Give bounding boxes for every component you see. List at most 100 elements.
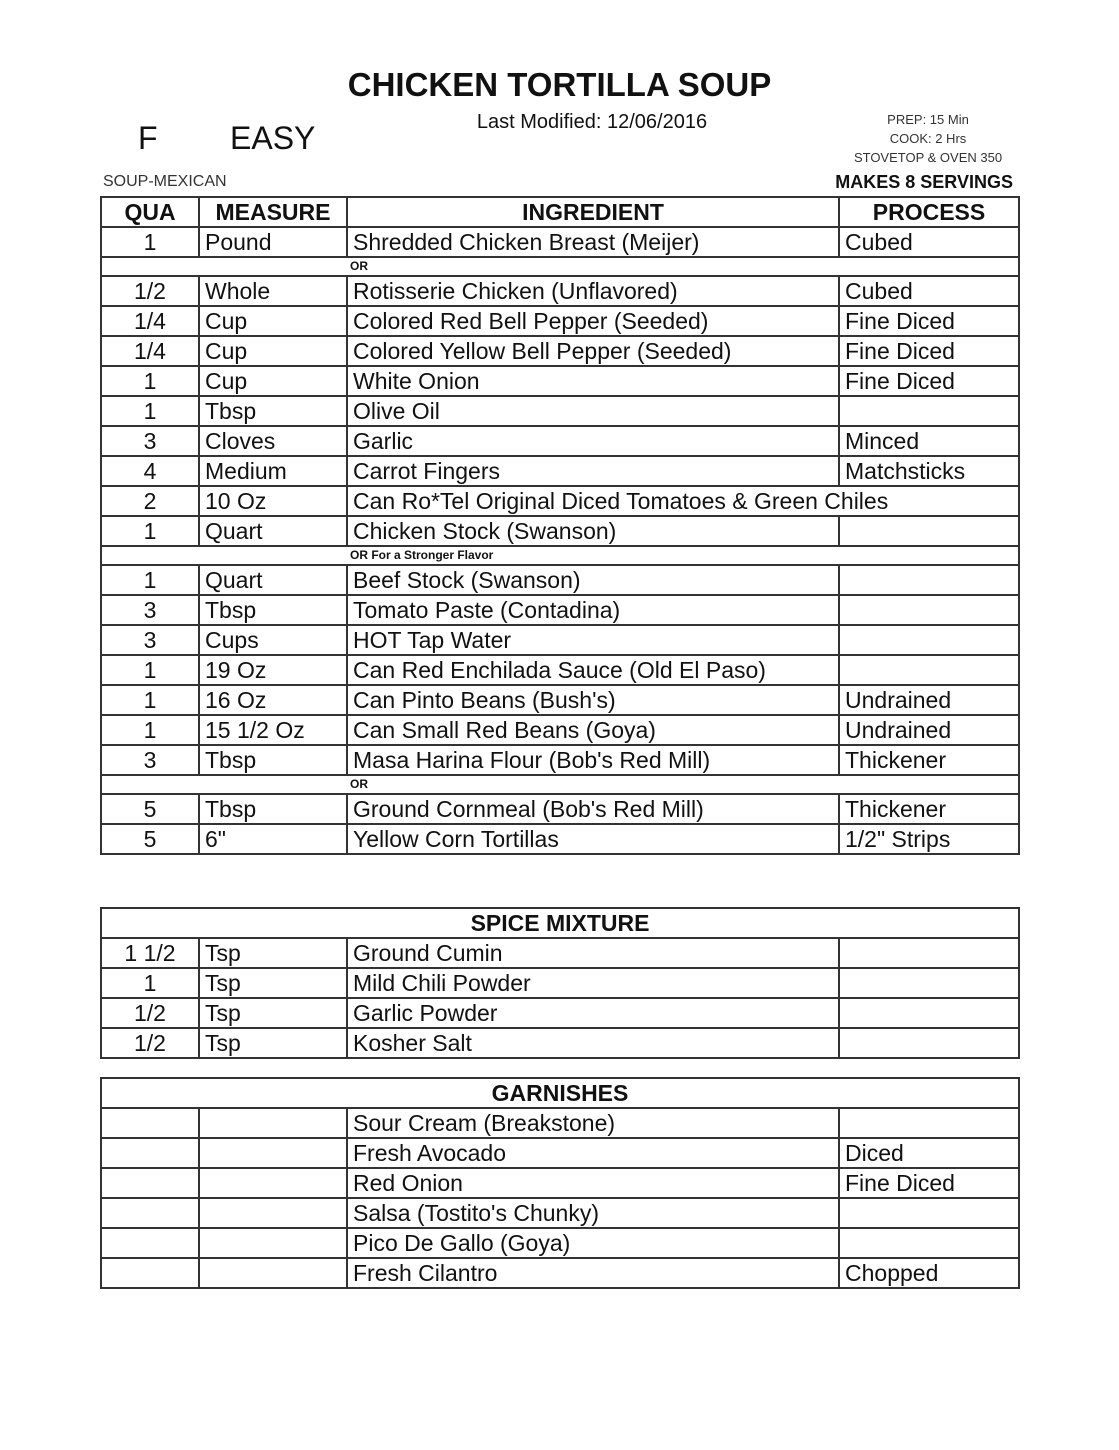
ingredient-cell: Kosher Salt [346, 1027, 840, 1059]
difficulty: EASY [230, 120, 316, 156]
qua-cell: 1 [100, 564, 200, 596]
ingredient-row: Sour Cream (Breakstone) [100, 1107, 1020, 1139]
process-cell: Minced [838, 425, 1020, 457]
qua-cell: 5 [100, 793, 200, 825]
process-cell: Thickener [838, 744, 1020, 776]
column-header: PROCESS [838, 196, 1020, 228]
qua-cell [100, 1107, 200, 1139]
measure-cell [198, 1227, 348, 1259]
process-cell [837, 937, 1021, 969]
qua-cell: 1 [100, 684, 200, 716]
qua-cell: 1 [100, 226, 200, 258]
cook-time: COOK: 2 Hrs [889, 131, 967, 146]
qua-cell: 1 1/2 [100, 937, 200, 969]
process-cell: Fine Diced [838, 305, 1020, 337]
column-header: INGREDIENT [346, 196, 840, 228]
ingredient-row: 1 Cup White Onion Fine Diced [100, 365, 1020, 397]
qua-cell [100, 1257, 200, 1289]
qua-cell: 1 [100, 654, 200, 686]
qua-cell: 1/2 [100, 1027, 200, 1059]
header-row: QUA MEASURE INGREDIENT PROCESS [100, 196, 1020, 228]
ingredient-row: 1 Quart Beef Stock (Swanson) [100, 564, 1020, 596]
process-cell: Fine Diced [838, 1167, 1020, 1199]
measure-cell: Tbsp [198, 594, 348, 626]
measure-cell: Tbsp [198, 395, 348, 427]
ingredient-cell: Chicken Stock (Swanson) [346, 515, 840, 547]
process-cell [837, 967, 1021, 999]
ingredient-cell: Ground Cornmeal (Bob's Red Mill) [346, 793, 840, 825]
ingredient-row: 1 15 1/2 Oz Can Small Red Beans (Goya) Undr… [100, 714, 1020, 746]
ingredient-row: 1 Pound Shredded Chicken Breast (Meijer) Cu… [100, 226, 1020, 258]
ingredient-cell: Red Onion [346, 1167, 840, 1199]
qua-cell: 1/4 [100, 335, 200, 367]
measure-cell: Tsp [198, 967, 348, 999]
qua-cell: 4 [100, 455, 200, 487]
ingredient-row: 1 1/2 Tsp Ground Cumin [100, 937, 1021, 969]
qua-cell: 1 [100, 714, 200, 746]
ingredient-cell: Can Pinto Beans (Bush's) [346, 684, 840, 716]
process-cell [838, 564, 1020, 596]
ingredient-row: Red Onion Fine Diced [100, 1167, 1020, 1199]
method: STOVETOP & OVEN 350 [853, 150, 1003, 165]
qua-cell: 1 [100, 967, 200, 999]
measure-cell [198, 1137, 348, 1169]
code: F [138, 120, 158, 156]
qua-cell: 3 [100, 744, 200, 776]
ingredient-cell: Can Red Enchilada Sauce (Old El Paso) [346, 654, 840, 686]
spice-table: SPICE MIXTURE 1 1/2 Tsp Ground Cumin 1 Tsp Mil… [99, 907, 1021, 1059]
process-cell [838, 1227, 1020, 1259]
measure-cell: Cup [198, 335, 348, 367]
ingredient-cell: Garlic [346, 425, 840, 457]
ingredient-row: 1 Tsp Mild Chili Powder [100, 967, 1021, 999]
qua-cell: 1/2 [100, 997, 200, 1029]
measure-cell: 10 Oz [198, 485, 348, 517]
measure-cell [198, 1167, 348, 1199]
garnish-table: GARNISHES Sour Cream (Breakstone) Fresh Av… [100, 1077, 1020, 1289]
process-cell [838, 624, 1020, 656]
note-row: OR [100, 774, 1020, 795]
process-cell [838, 395, 1020, 427]
measure-cell: Tsp [198, 1027, 348, 1059]
note: OR [100, 774, 1020, 795]
prep-time: PREP: 15 Min [887, 112, 969, 127]
category: SOUP-MEXICAN [103, 173, 227, 190]
note-row: OR For a Stronger Flavor [100, 545, 1020, 566]
column-header: QUA [100, 196, 200, 228]
qua-cell: 3 [100, 624, 200, 656]
process-cell [838, 1197, 1020, 1229]
qua-cell: 1 [100, 365, 200, 397]
ingredient-cell: Fresh Avocado [346, 1137, 840, 1169]
process-cell [838, 654, 1020, 686]
note-row: OR [100, 256, 1020, 277]
ingredient-row: 5 Tbsp Ground Cornmeal (Bob's Red Mill) Thi… [100, 793, 1020, 825]
process-cell [838, 1107, 1020, 1139]
process-cell [837, 1027, 1021, 1059]
ingredient-cell: Salsa (Tostito's Chunky) [346, 1197, 840, 1229]
ingredient-table: QUA MEASURE INGREDIENT PROCESS 1 Pound Shredde… [100, 196, 1020, 855]
ingredient-row: 1/2 Tsp Kosher Salt [100, 1027, 1021, 1059]
qua-cell: 1 [100, 515, 200, 547]
ingredient-row: 1/4 Cup Colored Red Bell Pepper (Seeded) Fi… [100, 305, 1020, 337]
measure-cell [198, 1197, 348, 1229]
ingredient-row: 4 Medium Carrot Fingers Matchsticks [100, 455, 1020, 487]
qua-cell: 1/2 [100, 275, 200, 307]
measure-cell: Tsp [198, 937, 348, 969]
section-row: GARNISHES [100, 1077, 1020, 1109]
process-cell: 1/2" Strips [838, 823, 1020, 855]
ingredient-row: 3 Cloves Garlic Minced [100, 425, 1020, 457]
note: OR [100, 256, 1020, 277]
ingredient-cell: Garlic Powder [346, 997, 840, 1029]
ingredient-cell: Can Small Red Beans (Goya) [346, 714, 840, 746]
ingredient-row: Salsa (Tostito's Chunky) [100, 1197, 1020, 1229]
ingredient-row: 1 19 Oz Can Red Enchilada Sauce (Old El Pa… [100, 654, 1020, 686]
measure-cell [198, 1257, 348, 1289]
qua-cell [100, 1197, 200, 1229]
ingredient-cell: Tomato Paste (Contadina) [346, 594, 840, 626]
column-header: MEASURE [198, 196, 348, 228]
ingredient-row: 3 Tbsp Masa Harina Flour (Bob's Red Mill) T… [100, 744, 1020, 776]
ingredient-row: 1/2 Tsp Garlic Powder [100, 997, 1021, 1029]
process-cell: Fine Diced [838, 365, 1020, 397]
qua-cell: 3 [100, 425, 200, 457]
ingredient-cell: Colored Yellow Bell Pepper (Seeded) [346, 335, 840, 367]
qua-cell [100, 1167, 200, 1199]
